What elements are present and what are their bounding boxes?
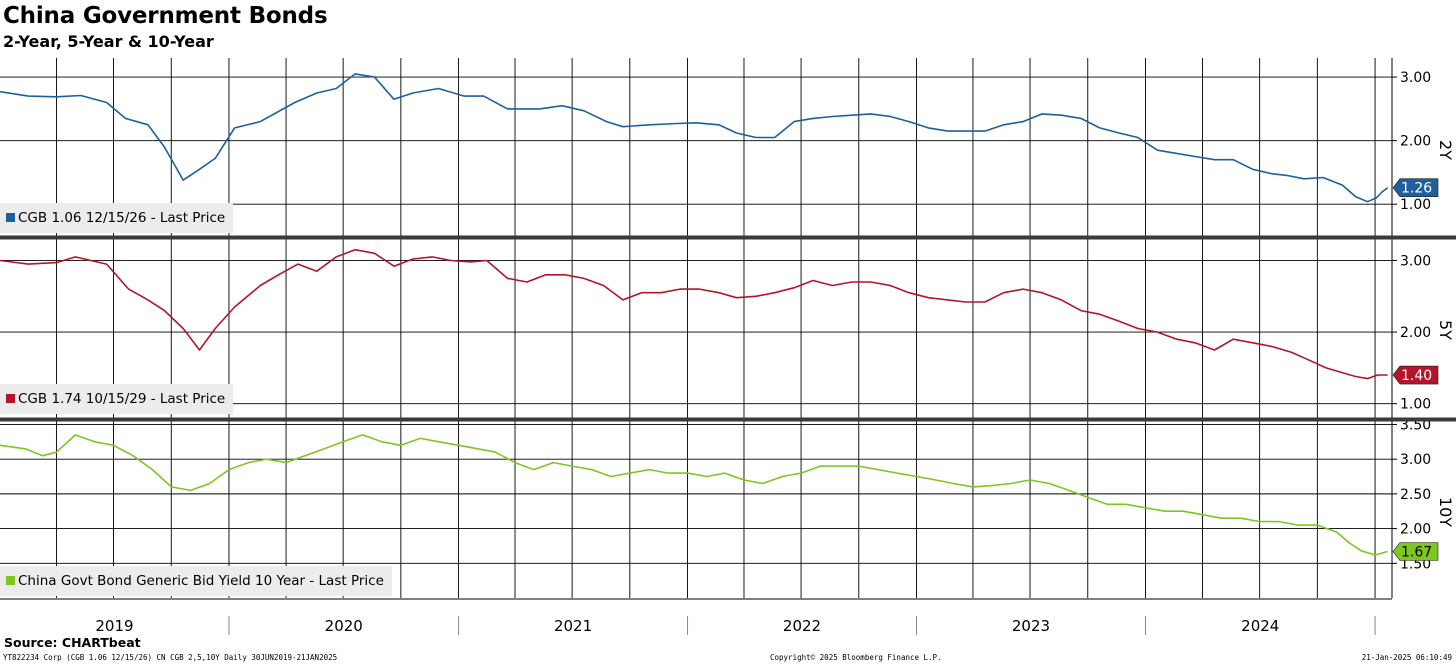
last-value-tag <box>1392 542 1439 561</box>
legend-5y-label: CGB 1.74 10/15/29 - Last Price <box>18 391 226 407</box>
y-axis-tick-label: 3.00 <box>1400 452 1431 468</box>
y-axis-tick-label: 2.50 <box>1400 487 1431 503</box>
legend-10y-label: China Govt Bond Generic Bid Yield 10 Yea… <box>18 573 384 589</box>
footer-copyright: Copyright© 2025 Bloomberg Finance L.P. <box>770 653 942 662</box>
y-axis-tick-label: 2.00 <box>1400 134 1431 150</box>
y-axis-title: 5Y <box>1436 320 1455 340</box>
chart-subtitle: 2-Year, 5-Year & 10-Year <box>3 32 214 51</box>
legend-2y-label: CGB 1.06 12/15/26 - Last Price <box>18 210 226 226</box>
x-axis-tick-label: 2024 <box>1241 617 1279 635</box>
footer-timestamp: 21-Jan-2025 06:10:49 <box>1361 653 1452 662</box>
y-axis-tick-label: 3.00 <box>1400 70 1431 86</box>
x-axis-tick-label: 2019 <box>95 617 133 635</box>
x-axis-tick-label: 2021 <box>554 617 592 635</box>
y-axis-tick-label: 2.00 <box>1400 522 1431 538</box>
y-axis-tick-label: 2.00 <box>1400 325 1431 341</box>
x-axis-tick-label: 2020 <box>325 617 363 635</box>
y-axis-tick-label: 3.00 <box>1400 253 1431 269</box>
legend-2y-swatch <box>6 213 15 222</box>
y-axis-tick-label: 1.00 <box>1400 197 1431 213</box>
y-axis-title: 2Y <box>1436 140 1455 160</box>
legend-10y: China Govt Bond Generic Bid Yield 10 Yea… <box>0 566 392 596</box>
x-axis-tick-label: 2023 <box>1012 617 1050 635</box>
series-line-10y <box>0 434 1388 556</box>
chart-title: China Government Bonds <box>3 3 328 29</box>
legend-10y-swatch <box>6 576 15 585</box>
y-axis-tick-label: 1.00 <box>1400 397 1431 413</box>
legend-5y: CGB 1.74 10/15/29 - Last Price <box>0 384 234 414</box>
source-note: Source: CHARTbeat <box>4 635 141 650</box>
last-value-label: 1.40 <box>1401 368 1432 384</box>
last-value-tag <box>1392 178 1439 197</box>
last-value-label: 1.67 <box>1401 544 1432 560</box>
series-line-5y <box>0 248 1388 380</box>
legend-5y-swatch <box>6 394 15 403</box>
series-line-2y <box>0 73 1389 203</box>
footer-ticker-info: YT822234 Corp (CGB 1.06 12/15/26) CN CGB… <box>3 653 338 662</box>
legend-2y: CGB 1.06 12/15/26 - Last Price <box>0 203 234 233</box>
y-axis-title: 10Y <box>1436 497 1455 527</box>
last-value-label: 1.26 <box>1401 181 1432 197</box>
x-axis-tick-label: 2022 <box>783 617 821 635</box>
last-value-tag <box>1392 365 1439 385</box>
